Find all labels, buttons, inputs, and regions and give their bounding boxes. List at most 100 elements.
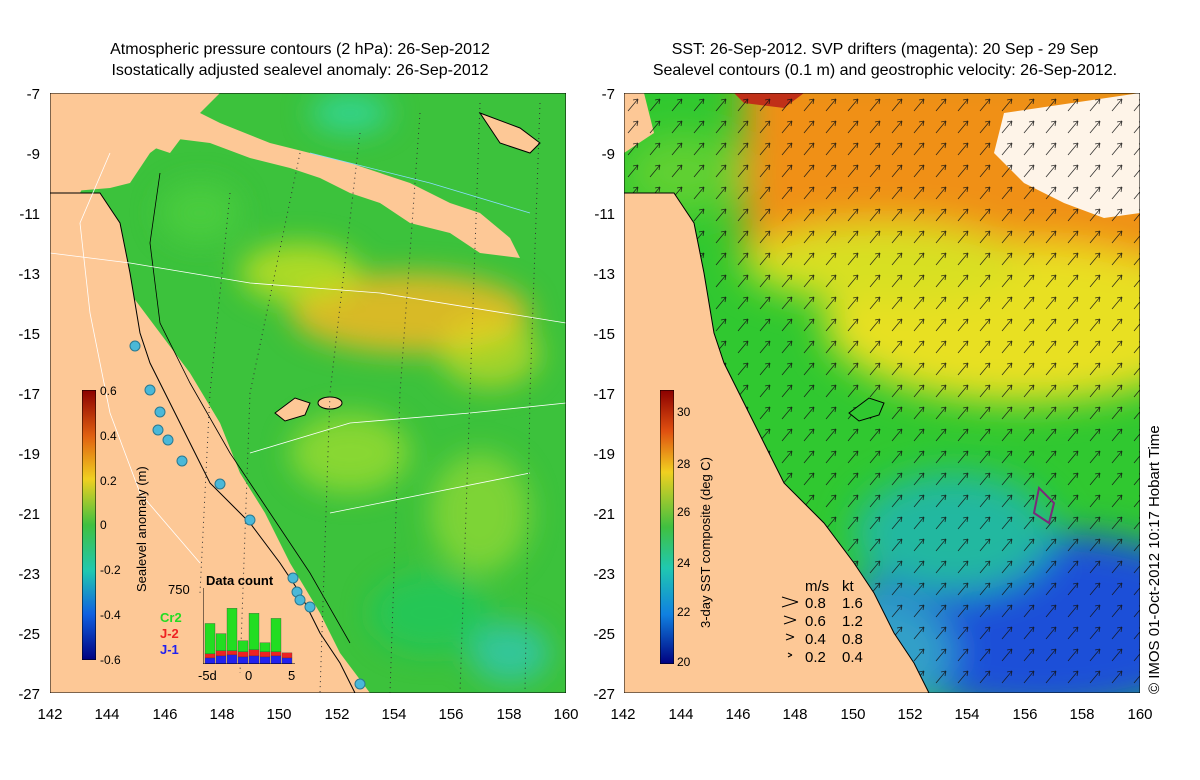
inset-bar-j2	[204, 653, 216, 659]
credit-text: © IMOS 01-Oct-2012 10:17 Hobart Time	[1146, 425, 1163, 694]
inset-xtick: 0	[245, 668, 253, 683]
right-lon-tick: 148	[782, 706, 808, 723]
left-title-line2: Isostatically adjusted sealevel anomaly:…	[111, 62, 489, 79]
inset-xtick: 5	[288, 668, 296, 683]
right-cb-tick: 22	[677, 605, 691, 619]
speed-legend-header-ms: m/s	[805, 578, 830, 595]
right-lat-tick: -11	[594, 206, 615, 223]
right-lat-tick: -9	[601, 146, 615, 163]
left-cb-tick: 0.2	[100, 474, 117, 488]
left-lat-tick: -17	[18, 386, 40, 403]
speed-legend-ms: 0.8	[805, 595, 826, 612]
right-lat-tick: -17	[593, 386, 615, 403]
left-colorbar	[82, 390, 96, 660]
left-lon-tick: 160	[553, 706, 579, 723]
right-cb-tick: 30	[677, 405, 691, 419]
left-lon-tick: 146	[152, 706, 178, 723]
right-lat-tick: -21	[593, 506, 615, 523]
left-colorbar-label: Sealevel anomaly (m)	[134, 466, 149, 592]
left-lat-tick: -25	[18, 626, 40, 643]
inset-bar-j1	[248, 655, 260, 664]
left-cb-tick: 0	[100, 518, 107, 532]
inset-bar-j1	[270, 655, 282, 664]
left-lon-tick: 152	[324, 706, 350, 723]
right-lon-tick: 156	[1012, 706, 1038, 723]
left-lon-tick: 154	[381, 706, 407, 723]
right-cb-tick: 24	[677, 556, 691, 570]
left-cb-tick: -0.4	[100, 608, 121, 622]
right-lon-tick: 144	[668, 706, 694, 723]
right-colorbar-label: 3-day SST composite (deg C)	[698, 457, 713, 628]
left-map	[50, 93, 566, 693]
left-lon-tick: 156	[438, 706, 464, 723]
left-lon-tick: 144	[94, 706, 120, 723]
speed-legend-arrows	[781, 596, 799, 658]
inset-legend-cr2: Cr2	[160, 610, 182, 625]
right-colorbar	[660, 390, 674, 664]
right-cb-tick: 26	[677, 505, 691, 519]
speed-legend-ms: 0.2	[805, 649, 826, 666]
left-lon-tick: 142	[37, 706, 63, 723]
inset-bar-cr2	[259, 642, 271, 652]
left-lon-tick: 150	[266, 706, 292, 723]
right-map	[624, 93, 1140, 693]
left-lat-tick: -7	[26, 86, 40, 103]
inset-bar-cr2	[204, 623, 216, 655]
inset-legend-j2: J-2	[160, 626, 179, 641]
inset-bar-cr2	[226, 608, 238, 651]
right-lat-tick: -15	[593, 326, 615, 343]
right-lat-tick: -27	[593, 686, 615, 703]
inset-bar-j1	[204, 657, 216, 664]
speed-legend-ms: 0.4	[805, 631, 826, 648]
left-lon-tick: 148	[209, 706, 235, 723]
speed-legend-kt: 1.2	[842, 613, 863, 630]
inset-bar-j2	[226, 650, 238, 656]
inset-bar-j2	[237, 651, 249, 658]
right-lon-tick: 152	[897, 706, 923, 723]
left-lat-tick: -9	[26, 146, 40, 163]
inset-bar-j1	[237, 656, 249, 664]
inset-bar-j2	[281, 652, 293, 659]
right-lon-tick: 146	[725, 706, 751, 723]
inset-bar-cr2	[270, 618, 282, 652]
left-lon-tick: 158	[496, 706, 522, 723]
inset-bar-j2	[215, 650, 227, 657]
right-lon-tick: 150	[840, 706, 866, 723]
right-lat-tick: -25	[593, 626, 615, 643]
speed-legend-header-kt: kt	[842, 578, 854, 595]
right-cb-tick: 28	[677, 457, 691, 471]
right-lat-tick: -19	[593, 446, 615, 463]
inset-bar-j2	[248, 649, 260, 657]
inset-chart	[203, 588, 295, 664]
left-title-line1: Atmospheric pressure contours (2 hPa): 2…	[110, 41, 490, 58]
inset-legend-j1: J-1	[160, 642, 179, 657]
inset-bar-cr2	[237, 640, 249, 652]
right-lat-tick: -7	[601, 86, 615, 103]
speed-legend-kt: 0.8	[842, 631, 863, 648]
right-lat-tick: -13	[593, 266, 615, 283]
right-cb-tick: 20	[677, 655, 691, 669]
inset-bar-cr2	[248, 613, 260, 650]
speed-legend-kt: 0.4	[842, 649, 863, 666]
inset-ymax-label: 750	[168, 582, 190, 597]
left-cb-tick: 0.6	[100, 384, 117, 398]
right-title-line1: SST: 26-Sep-2012. SVP drifters (magenta)…	[671, 41, 1099, 58]
left-lat-tick: -21	[18, 506, 40, 523]
right-lon-tick: 160	[1127, 706, 1153, 723]
left-lat-tick: -27	[18, 686, 40, 703]
inset-xtick: -5d	[198, 668, 217, 683]
inset-title: Data count	[206, 573, 274, 588]
right-lat-tick: -23	[593, 566, 615, 583]
right-lon-tick: 154	[954, 706, 980, 723]
left-cb-tick: -0.2	[100, 563, 121, 577]
speed-legend-ms: 0.6	[805, 613, 826, 630]
inset-bar-j1	[226, 654, 238, 664]
inset-bar-cr2	[215, 633, 227, 651]
left-lat-tick: -19	[18, 446, 40, 463]
right-lon-tick: 142	[610, 706, 636, 723]
left-lat-tick: -15	[18, 326, 40, 343]
left-lat-tick: -13	[18, 266, 40, 283]
inset-bar-j1	[281, 657, 293, 664]
inset-bar-j1	[215, 655, 227, 664]
left-lat-tick: -23	[18, 566, 40, 583]
